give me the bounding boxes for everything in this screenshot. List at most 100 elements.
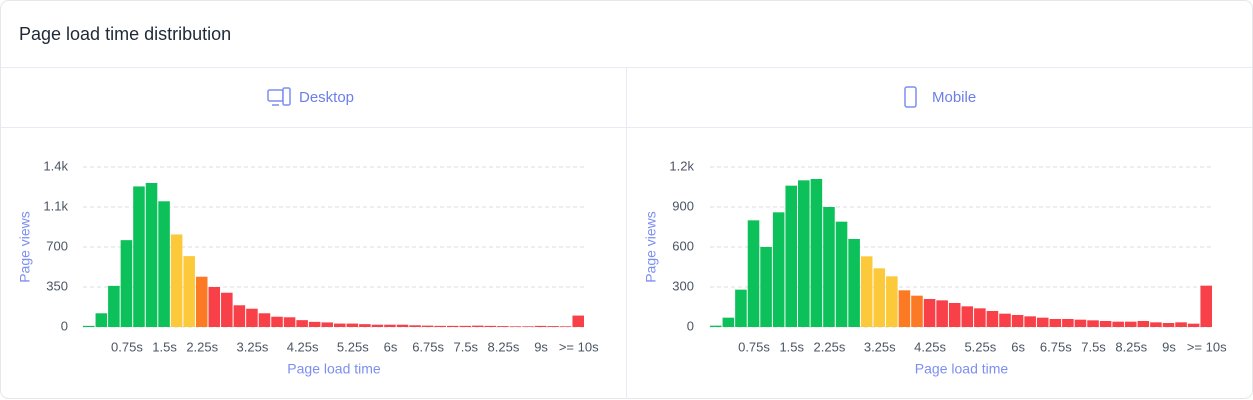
bar bbox=[760, 247, 772, 327]
bar bbox=[183, 256, 195, 327]
bar bbox=[120, 240, 133, 327]
bar bbox=[559, 326, 572, 327]
bar bbox=[384, 324, 396, 327]
bar bbox=[484, 325, 497, 327]
tab-label: Mobile bbox=[932, 89, 976, 106]
bar bbox=[459, 325, 472, 327]
bar bbox=[722, 317, 735, 327]
y-tick-label: 1.2k bbox=[669, 158, 694, 173]
bar bbox=[710, 325, 722, 327]
x-tick-label: 5.25s bbox=[964, 339, 996, 354]
y-tick-label: 1.1k bbox=[43, 198, 68, 213]
bar bbox=[334, 323, 346, 327]
y-axis-title: Page views bbox=[17, 211, 33, 283]
y-tick-label: 0 bbox=[61, 318, 68, 333]
bar bbox=[472, 325, 484, 327]
x-tick-label: 4.25s bbox=[914, 339, 946, 354]
bar bbox=[283, 317, 296, 327]
bar bbox=[208, 287, 221, 327]
y-axis-title: Page views bbox=[643, 211, 659, 283]
x-tick-label: >= 10s bbox=[559, 339, 599, 354]
x-tick-label: 6.75s bbox=[1040, 339, 1072, 354]
y-tick-label: 900 bbox=[672, 198, 694, 213]
bar bbox=[1074, 319, 1087, 327]
x-tick-label: 1.5s bbox=[779, 339, 804, 354]
x-tick-label: 6s bbox=[384, 339, 398, 354]
bar bbox=[1137, 321, 1150, 327]
x-tick-label: 2.25s bbox=[814, 339, 846, 354]
y-tick-label: 600 bbox=[672, 238, 694, 253]
bar bbox=[1087, 320, 1099, 327]
mobile-tab[interactable]: Mobile bbox=[904, 86, 976, 108]
x-axis-title: Page load time bbox=[915, 361, 1009, 377]
bar bbox=[810, 179, 823, 327]
bar bbox=[1200, 285, 1212, 327]
bar bbox=[534, 325, 547, 327]
y-tick-label: 1.4k bbox=[43, 158, 68, 173]
bar bbox=[1175, 322, 1187, 327]
panel-title: Page load time distribution bbox=[19, 24, 231, 44]
bar bbox=[1024, 316, 1036, 327]
bar bbox=[848, 239, 860, 327]
bar bbox=[785, 185, 798, 327]
x-tick-label: 7.5s bbox=[1081, 339, 1106, 354]
x-tick-label: >= 10s bbox=[1187, 339, 1227, 354]
mobile-icon bbox=[904, 86, 917, 108]
x-tick-label: 3.25s bbox=[237, 339, 269, 354]
bar bbox=[522, 326, 534, 327]
bar bbox=[798, 180, 810, 327]
bar bbox=[296, 320, 308, 327]
bar bbox=[271, 316, 283, 327]
bar bbox=[986, 311, 999, 327]
bar bbox=[371, 324, 384, 327]
x-tick-label: 9s bbox=[1162, 339, 1176, 354]
bar bbox=[1036, 317, 1049, 327]
bar bbox=[873, 268, 886, 327]
tab-label: Desktop bbox=[299, 89, 354, 106]
x-tick-label: 1.5s bbox=[152, 339, 177, 354]
bar bbox=[170, 234, 183, 327]
y-tick-label: 700 bbox=[46, 238, 68, 253]
bar bbox=[747, 220, 760, 327]
bar bbox=[145, 183, 158, 327]
desktop-tab[interactable]: Desktop bbox=[267, 87, 354, 106]
bar bbox=[923, 299, 936, 327]
x-axis-title: Page load time bbox=[287, 361, 381, 377]
bar bbox=[409, 325, 421, 327]
x-tick-label: 0.75s bbox=[738, 339, 770, 354]
bar bbox=[974, 308, 986, 327]
x-tick-label: 3.25s bbox=[864, 339, 896, 354]
bar bbox=[948, 303, 961, 327]
bar bbox=[434, 325, 446, 327]
bar bbox=[246, 308, 258, 327]
x-tick-label: 8.25s bbox=[488, 339, 520, 354]
x-tick-label: 8.25s bbox=[1115, 339, 1147, 354]
bar bbox=[911, 295, 923, 327]
bar bbox=[509, 326, 522, 327]
bar bbox=[823, 207, 835, 327]
bar bbox=[497, 326, 509, 327]
bar bbox=[898, 290, 911, 327]
bar bbox=[359, 324, 371, 327]
bar bbox=[233, 305, 246, 327]
bar bbox=[133, 186, 145, 327]
y-tick-label: 300 bbox=[672, 278, 694, 293]
x-tick-label: 4.25s bbox=[287, 339, 319, 354]
x-tick-label: 5.25s bbox=[337, 339, 369, 354]
bar bbox=[1099, 321, 1112, 327]
x-tick-label: 0.75s bbox=[111, 339, 143, 354]
y-tick-label: 0 bbox=[687, 318, 694, 333]
bar bbox=[961, 306, 974, 327]
bar bbox=[886, 276, 898, 327]
bar bbox=[860, 256, 873, 327]
bar bbox=[396, 324, 409, 327]
bar bbox=[346, 323, 359, 327]
bar bbox=[1150, 322, 1162, 327]
bar bbox=[835, 221, 848, 327]
bar bbox=[936, 300, 948, 327]
bar bbox=[221, 292, 233, 327]
x-tick-label: 6s bbox=[1011, 339, 1025, 354]
bar bbox=[195, 276, 208, 327]
